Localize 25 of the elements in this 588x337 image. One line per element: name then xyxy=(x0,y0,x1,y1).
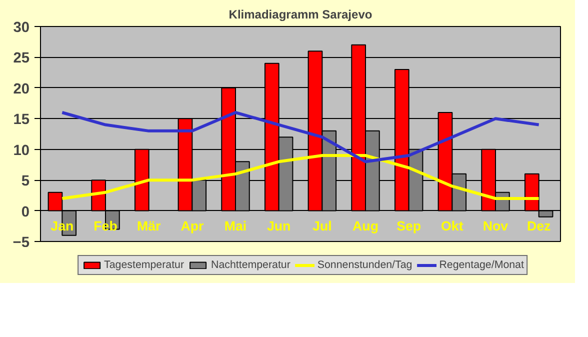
legend-label: Tagestemperatur xyxy=(104,259,184,271)
y-tick-label: 20 xyxy=(13,81,30,98)
y-tick-label: 15 xyxy=(13,112,30,128)
legend-label: Sonnenstunden/Tag xyxy=(317,259,412,271)
x-tick-label: Dez xyxy=(526,218,552,234)
line-series xyxy=(60,111,540,164)
x-tick-label: Sep xyxy=(396,218,422,234)
x-tick-label: Okt xyxy=(441,218,464,234)
x-tick-label: Mai xyxy=(224,218,247,234)
y-tick-label: 10 xyxy=(13,142,30,159)
x-tick-label: Jun xyxy=(266,218,291,234)
y-tick-label: 30 xyxy=(13,20,30,36)
x-tick-label: Mär xyxy=(136,218,161,234)
y-tick-label: 0 xyxy=(21,204,30,220)
line-series xyxy=(60,154,540,200)
y-tick-label: 25 xyxy=(13,50,30,67)
legend-label: Regentage/Monat xyxy=(439,259,524,271)
x-tick-label: Apr xyxy=(180,218,204,234)
x-tick-label: Nov xyxy=(482,218,509,234)
chart-title: Klimadiagramm Sarajevo xyxy=(228,8,372,22)
y-tick-label: −5 xyxy=(12,235,30,251)
x-tick-label: Aug xyxy=(352,218,378,234)
x-tick-label: Jul xyxy=(312,218,332,234)
y-tick-label: 5 xyxy=(21,174,30,190)
legend-label: Nachttemperatur xyxy=(211,259,290,271)
